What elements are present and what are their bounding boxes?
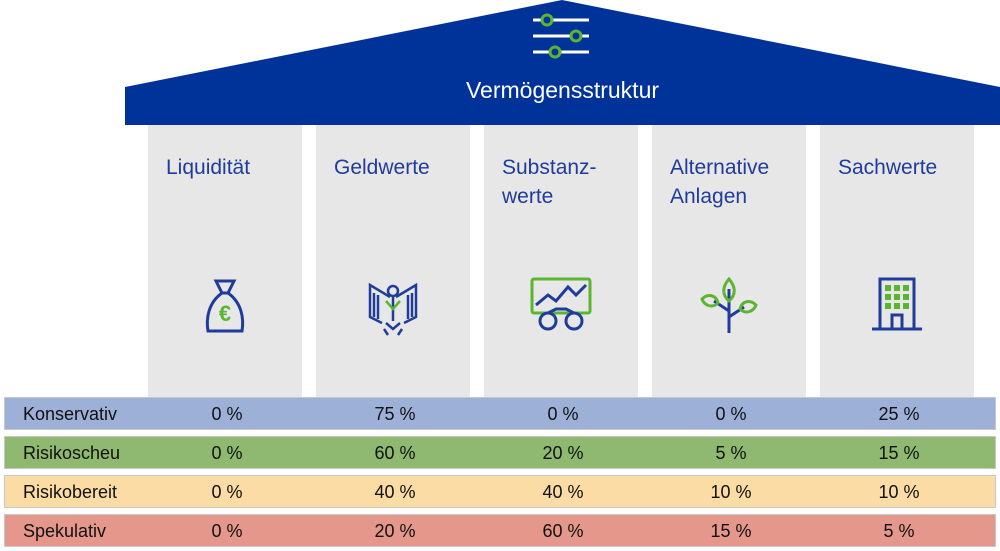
chart-binoculars-icon bbox=[526, 271, 596, 341]
profile-label: Konservativ bbox=[23, 404, 118, 424]
allocation-value: 40 % bbox=[374, 482, 416, 502]
allocation-value: 60 % bbox=[542, 521, 584, 541]
profile-label: Risikoscheu bbox=[23, 443, 121, 463]
allocation-value: 10 % bbox=[710, 482, 752, 502]
building-icon bbox=[862, 271, 932, 341]
allocation-value: 60 % bbox=[374, 443, 416, 463]
structure-title: Vermögensstruktur bbox=[465, 77, 660, 103]
allocation-value: 0 % bbox=[715, 404, 747, 424]
profile-label: Spekulativ bbox=[23, 521, 107, 541]
profile-row-risikobereit: Risikobereit 0 % 40 % 40 % 10 % 10 % bbox=[4, 475, 996, 508]
allocation-value: 15 % bbox=[878, 443, 920, 463]
profile-row-konservativ: Konservativ 0 % 75 % 0 % 0 % 25 % bbox=[4, 397, 996, 430]
roof bbox=[125, 0, 1000, 125]
allocation-value: 10 % bbox=[878, 482, 920, 502]
allocation-value: 40 % bbox=[542, 482, 584, 502]
profile-label: Risikobereit bbox=[23, 482, 118, 502]
pillar-substanzwerte: Substanz- werte bbox=[484, 125, 638, 397]
allocation-value: 5 % bbox=[715, 443, 747, 463]
allocation-value: 20 % bbox=[374, 521, 416, 541]
allocation-value: 5 % bbox=[883, 521, 915, 541]
pillar-title: Substanz- werte bbox=[502, 156, 597, 208]
pillar-geldwerte: Geldwerte bbox=[316, 125, 470, 397]
plant-icon bbox=[694, 271, 764, 341]
allocation-value: 0 % bbox=[211, 482, 243, 502]
money-bag-euro-icon: € bbox=[190, 271, 260, 341]
sliders-icon bbox=[533, 13, 589, 59]
pillar-sachwerte: Sachwerte bbox=[820, 125, 974, 397]
allocation-value: 75 % bbox=[374, 404, 416, 424]
pillar-title: Alternative Anlagen bbox=[670, 156, 770, 208]
pillar-title: Sachwerte bbox=[838, 156, 938, 179]
pillar-title: Geldwerte bbox=[334, 156, 430, 179]
allocation-value: 15 % bbox=[710, 521, 752, 541]
pillar-alternative-anlagen: Alternative Anlagen bbox=[652, 125, 806, 397]
allocation-value: 0 % bbox=[211, 443, 243, 463]
allocation-value: 0 % bbox=[547, 404, 579, 424]
pillar-title: Liquidität bbox=[166, 156, 251, 179]
allocation-value: 0 % bbox=[211, 521, 243, 541]
allocation-value: 25 % bbox=[878, 404, 920, 424]
federal-eagle-icon bbox=[358, 271, 428, 341]
pillar-liquiditaet: Liquidität € bbox=[148, 125, 302, 397]
svg-text:€: € bbox=[219, 301, 231, 326]
allocation-value: 20 % bbox=[542, 443, 584, 463]
profile-row-spekulativ: Spekulativ 0 % 20 % 60 % 15 % 5 % bbox=[4, 514, 996, 547]
allocation-value: 0 % bbox=[211, 404, 243, 424]
profile-row-risikoscheu: Risikoscheu 0 % 60 % 20 % 5 % 15 % bbox=[4, 436, 996, 469]
